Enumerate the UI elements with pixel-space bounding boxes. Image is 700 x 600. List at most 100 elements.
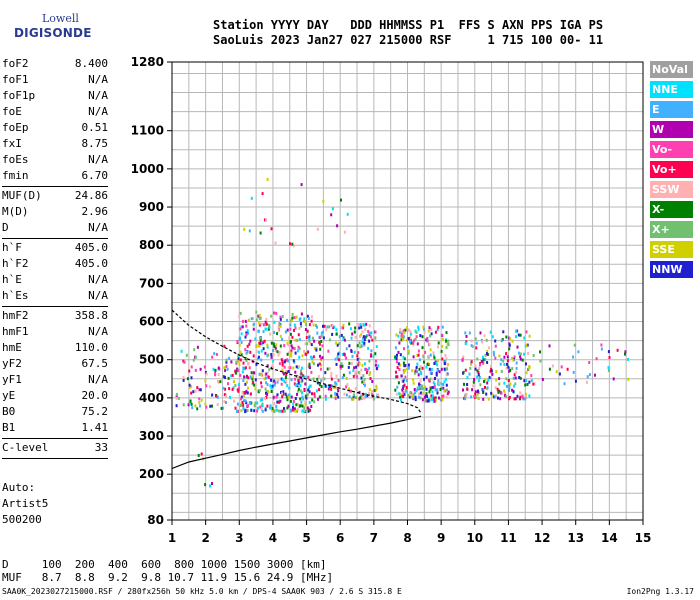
echo-point [433, 383, 436, 387]
echo-point [348, 322, 351, 326]
echo-point [407, 366, 410, 370]
echo-point [190, 402, 193, 406]
echo-point [267, 353, 270, 357]
echo-point [291, 316, 294, 320]
echo-point [419, 384, 422, 388]
echo-point [363, 396, 366, 400]
echo-point [279, 317, 282, 321]
echo-point [252, 317, 255, 321]
echo-point [498, 377, 501, 381]
param-key: foF2 [2, 57, 29, 70]
echo-point [498, 354, 501, 358]
echo-point [401, 379, 404, 383]
echo-point [434, 330, 437, 334]
echo-point [324, 371, 327, 375]
echo-point [308, 339, 311, 343]
echo-point [367, 346, 370, 350]
echo-point [530, 374, 533, 378]
echo-point [244, 357, 247, 361]
echo-point [293, 409, 296, 413]
param-value: 358.8 [74, 309, 108, 322]
echo-point [259, 339, 262, 343]
echo-point [404, 328, 407, 332]
legend-item-vo: Vo- [650, 141, 693, 158]
echo-point [361, 380, 364, 384]
echo-point [440, 333, 443, 337]
param-separator [2, 186, 108, 187]
echo-point [321, 344, 324, 348]
echo-point [369, 371, 371, 375]
echo-point [418, 358, 421, 362]
echo-point [395, 333, 398, 337]
echo-point [330, 371, 333, 375]
param-row-hmf1: hmF1 N/A [2, 324, 108, 340]
echo-point [527, 367, 530, 371]
echo-point [297, 381, 300, 385]
echo-point [362, 335, 365, 339]
param-value: 405.0 [74, 241, 108, 254]
echo-point [295, 409, 298, 413]
echo-point [495, 370, 498, 373]
echo-point [470, 344, 473, 348]
echo-point [286, 406, 289, 410]
echo-point [394, 388, 397, 392]
param-value: 2.96 [81, 205, 109, 218]
echo-point [238, 315, 241, 319]
echo-point [403, 357, 406, 361]
echo-point [416, 386, 419, 390]
param-key: fmin [2, 169, 29, 182]
echo-point [477, 379, 480, 383]
echo-point [508, 343, 511, 347]
echo-point [409, 340, 411, 344]
echo-point [432, 351, 435, 355]
echo-point [607, 350, 610, 354]
echo-point [521, 358, 524, 362]
echo-point [492, 350, 495, 354]
echo-point [266, 390, 269, 393]
echo-point [276, 393, 279, 397]
echo-point [399, 353, 402, 357]
echo-point [401, 388, 404, 392]
echo-point [486, 361, 489, 364]
echo-point [526, 343, 529, 347]
echo-point [515, 335, 517, 339]
echo-point [474, 364, 477, 368]
echo-point [248, 229, 251, 233]
echo-point [445, 357, 448, 361]
echo-point [563, 382, 566, 386]
echo-point [209, 484, 211, 488]
echo-point [398, 392, 401, 396]
echo-point [304, 394, 307, 398]
echo-point [318, 395, 321, 399]
echo-point [423, 327, 425, 331]
echo-point [539, 350, 541, 354]
polarization-legend: NoVal NNE E W Vo- Vo+ SSW X- X+ SSE NNW [650, 61, 693, 281]
echo-point [194, 368, 197, 372]
echo-point [464, 368, 467, 372]
echo-point [509, 337, 512, 341]
echo-point [265, 391, 267, 395]
echo-point [259, 405, 262, 409]
echo-point [247, 331, 249, 335]
station-header: Station YYYY DAY DDD HHMMSS P1 FFS S AXN… [213, 18, 603, 48]
echo-point [398, 341, 401, 345]
echo-point [260, 404, 263, 408]
echo-point [254, 378, 257, 382]
echo-point [481, 355, 484, 359]
echo-point [464, 395, 467, 399]
echo-point [368, 331, 371, 335]
echo-point [272, 359, 275, 363]
echo-point [438, 396, 440, 400]
echo-point [340, 362, 343, 366]
echo-point [241, 325, 244, 329]
echo-point [399, 398, 402, 402]
echo-point [341, 364, 344, 368]
echo-point [480, 360, 483, 363]
echo-point [487, 397, 490, 401]
echo-point [200, 398, 203, 402]
echo-point [430, 328, 433, 331]
echo-point [286, 398, 289, 402]
echo-point [266, 392, 269, 396]
echo-point [418, 386, 421, 390]
echo-point [417, 353, 420, 357]
